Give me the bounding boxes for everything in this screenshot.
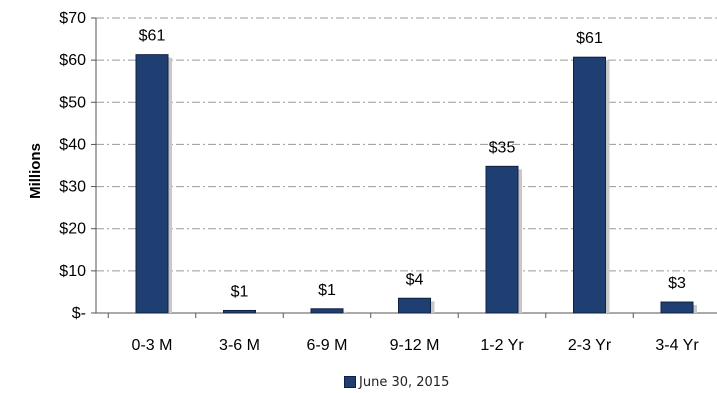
x-tick-label: 3-4 Yr bbox=[655, 337, 699, 354]
bar bbox=[485, 165, 519, 314]
bar bbox=[660, 301, 694, 314]
bar bbox=[135, 54, 169, 314]
data-label: $61 bbox=[139, 28, 166, 45]
data-label: $1 bbox=[231, 283, 249, 300]
y-tick-label: $10 bbox=[59, 263, 86, 280]
data-label: $4 bbox=[406, 271, 424, 288]
y-tick-label: $70 bbox=[59, 10, 86, 27]
bars bbox=[135, 54, 697, 314]
x-tick-label: 0-3 M bbox=[132, 337, 173, 354]
data-label: $1 bbox=[318, 282, 336, 299]
x-tick-label: 2-3 Yr bbox=[568, 337, 612, 354]
y-axis-title: Millions bbox=[27, 143, 44, 199]
bar bbox=[573, 56, 606, 314]
y-tick-label: $60 bbox=[59, 52, 86, 69]
gridlines bbox=[96, 17, 717, 272]
x-tick-label: 1-2 Yr bbox=[480, 337, 524, 354]
y-tick-label: $- bbox=[72, 305, 86, 322]
data-label: $61 bbox=[576, 30, 603, 47]
y-tick-label: $20 bbox=[59, 221, 86, 238]
y-axis-ticks: $- $10 $20 $30 $40 $50 $60 $70 bbox=[59, 10, 634, 322]
y-tick-label: $40 bbox=[59, 136, 86, 153]
legend-swatch bbox=[344, 376, 356, 388]
bar bbox=[223, 309, 256, 314]
x-axis-labels: 0-3 M3-6 M6-9 M9-12 M1-2 Yr2-3 Yr3-4 Yr4… bbox=[132, 337, 700, 354]
x-tick-label: 6-9 M bbox=[307, 337, 348, 354]
data-label: $3 bbox=[668, 275, 686, 292]
bar bbox=[310, 308, 344, 314]
bar bbox=[398, 297, 431, 314]
data-labels: $61$1$1$4$35$61$3$16 bbox=[139, 28, 686, 301]
y-tick-label: $30 bbox=[59, 179, 86, 196]
data-label: $35 bbox=[489, 139, 516, 156]
legend: June 30, 2015 bbox=[344, 374, 449, 390]
legend-label: June 30, 2015 bbox=[359, 374, 450, 390]
x-tick-label: 3-6 M bbox=[219, 337, 260, 354]
x-tick-label: 9-12 M bbox=[390, 337, 440, 354]
y-tick-label: $50 bbox=[59, 94, 86, 111]
